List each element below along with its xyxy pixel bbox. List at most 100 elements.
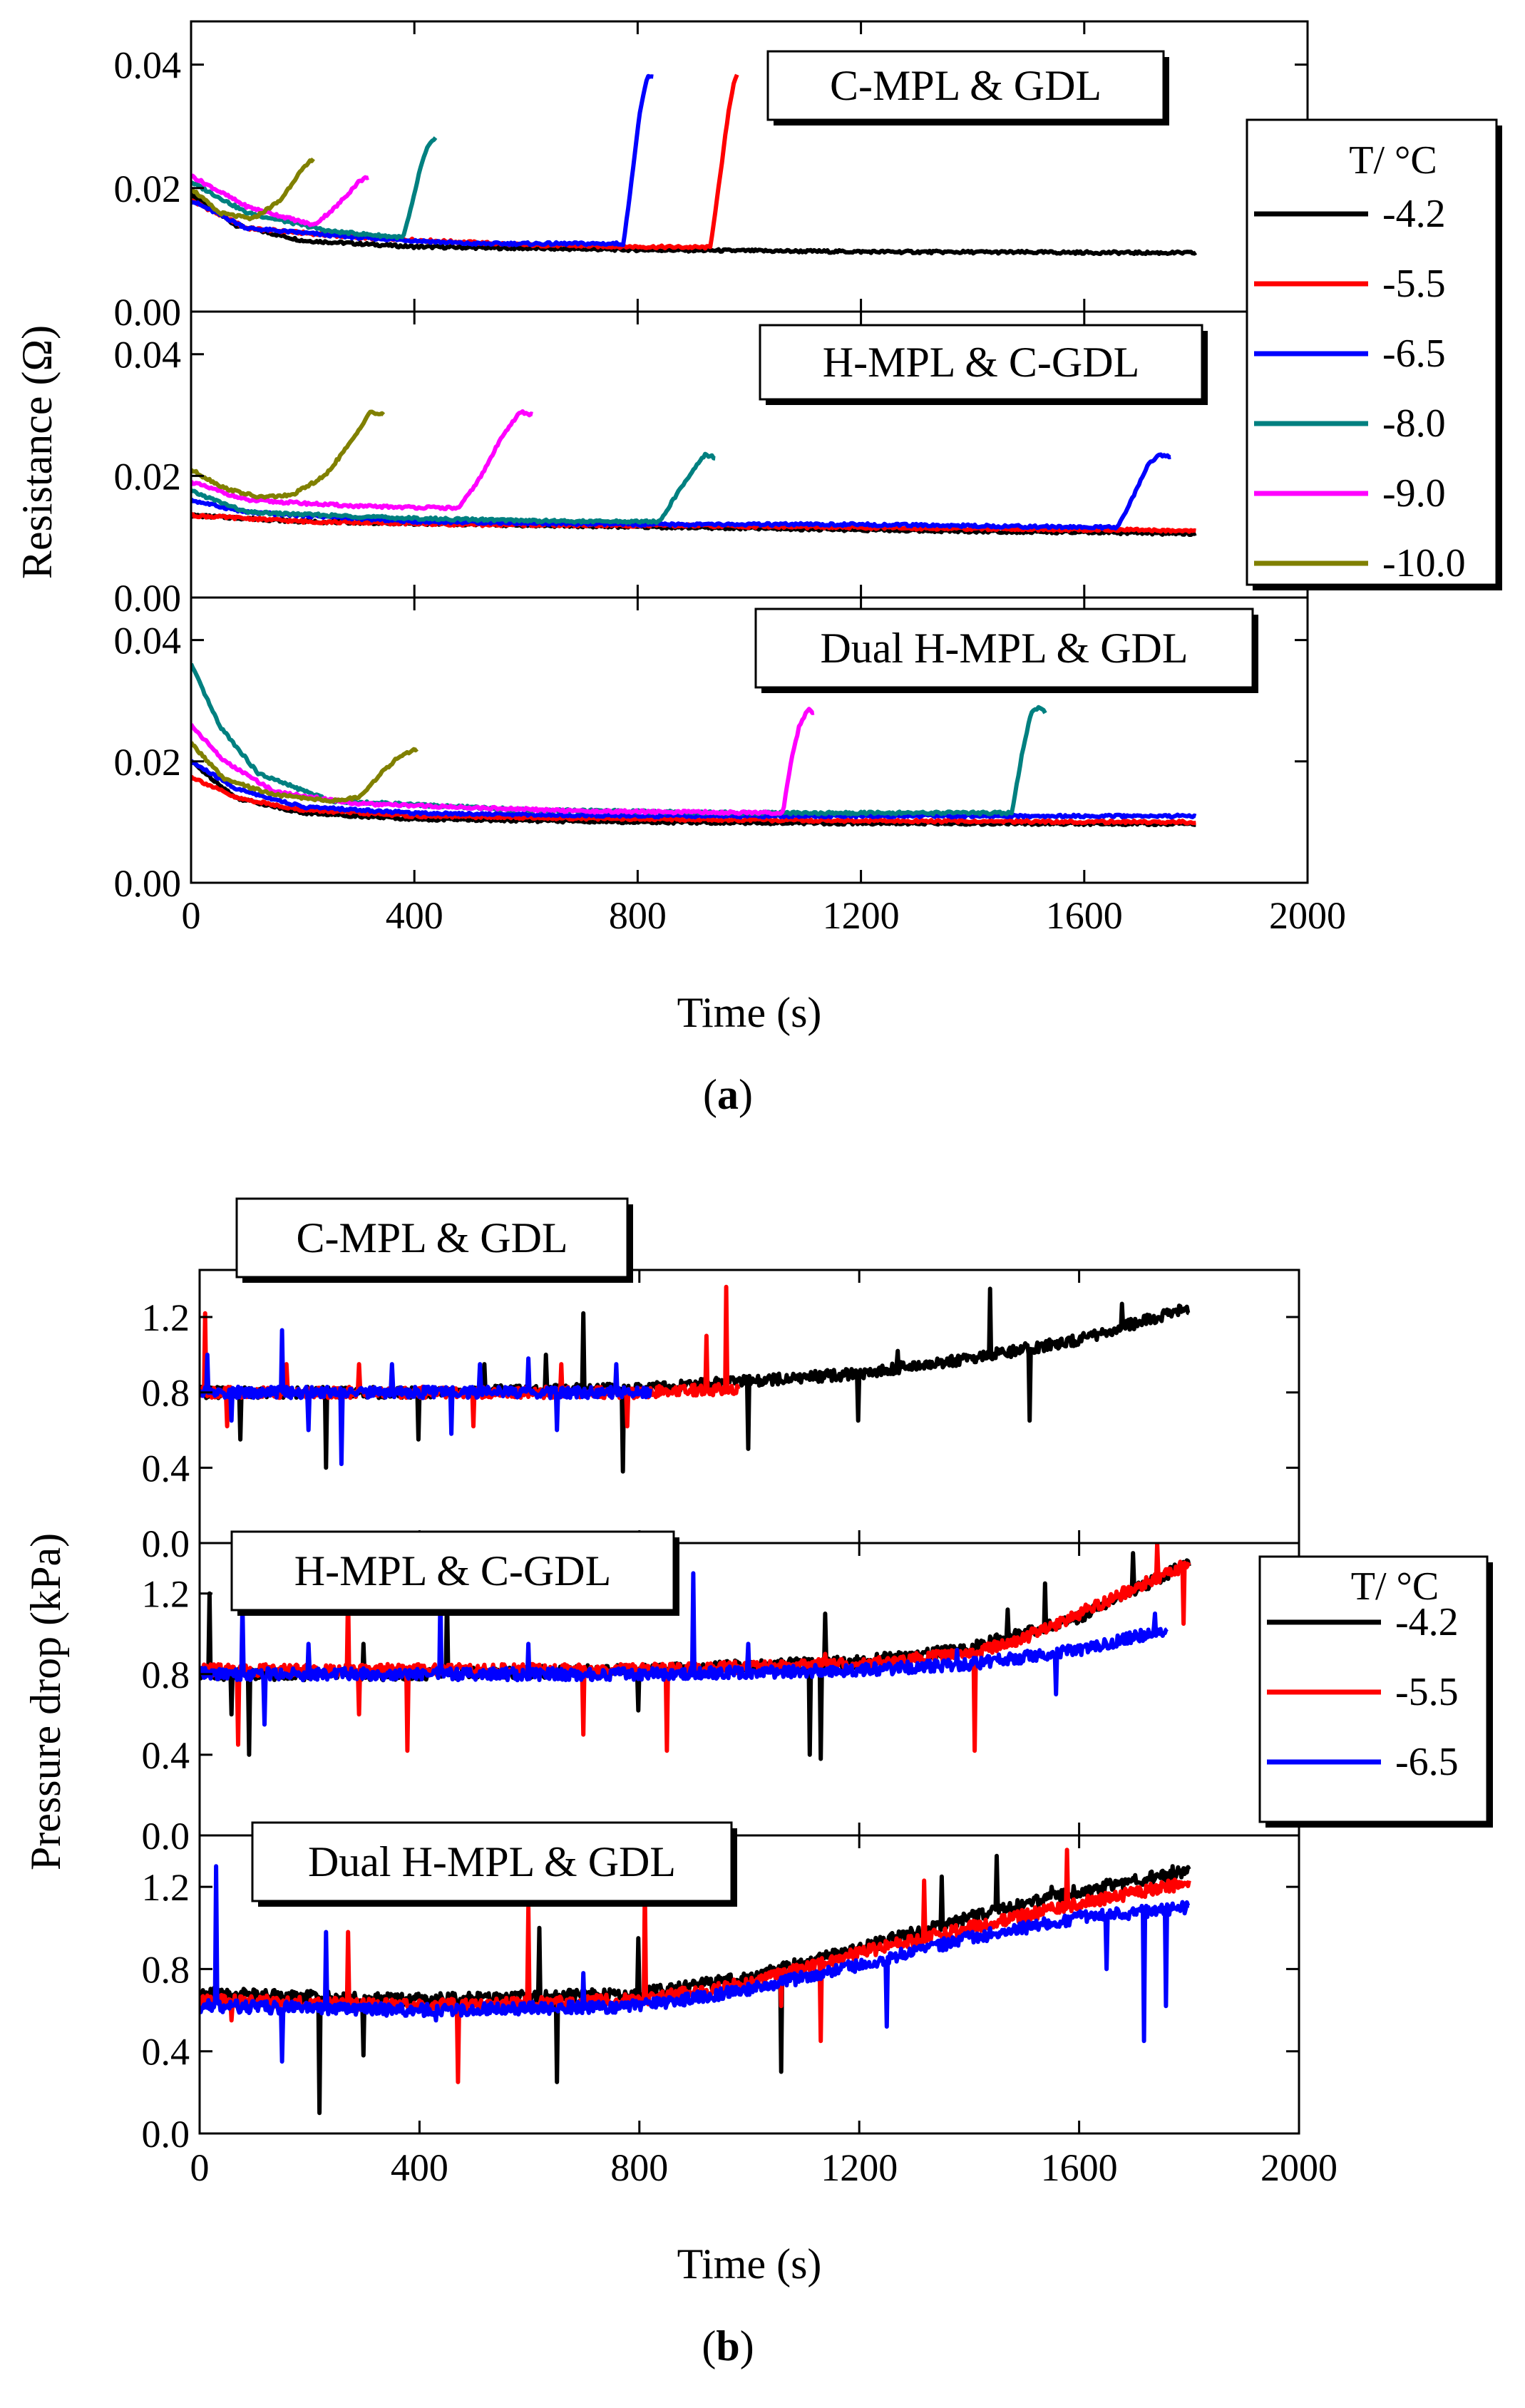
series-line--8.0 (191, 451, 716, 526)
series-group (200, 1848, 1191, 2116)
x-tick-label: 400 (386, 894, 443, 937)
y-tick-label: 0.00 (114, 577, 182, 620)
legend-label: -8.0 (1382, 401, 1446, 446)
legend-label: -5.5 (1382, 262, 1446, 306)
x-tick-label: 1200 (823, 894, 900, 937)
chart-b-pressure-drop: 0.0 0.4 0.8 1.2 C-MPL & GDL 0.0 0.4 0.8 1.2 H-MPL… (22, 1197, 1493, 2369)
y-tick-label: 0.04 (114, 44, 182, 87)
series-line--6.5 (191, 759, 1197, 820)
panel-2: 0.00 0.02 0.04 H-MPL & C-GDL (114, 310, 1309, 620)
panel-title-box (759, 324, 1203, 401)
panel-frame (198, 1834, 1300, 2135)
panel-1: 0.00 0.02 0.04 C-MPL & GDL (114, 20, 1309, 334)
y-tick-label: 0.00 (114, 291, 182, 334)
y-axis-label: Resistance (Ω) (14, 325, 61, 579)
y-tick-label: 0.02 (114, 455, 182, 498)
panel-title: C-MPL & GDL (296, 1214, 568, 1261)
legend-title: T/ °C (1351, 1564, 1439, 1609)
legend-label: -5.5 (1395, 1670, 1459, 1714)
series-line--6.5 (191, 73, 654, 247)
series-line--10.0 (191, 741, 419, 804)
y-tick-label: 0.8 (142, 1372, 190, 1415)
x-axis-label: Time (s) (677, 2240, 822, 2287)
x-tick-label: 800 (609, 894, 667, 937)
x-axis-label: Time (s) (677, 989, 822, 1036)
series-group (200, 1543, 1191, 1761)
y-axis-label: Pressure drop (kPa) (22, 1533, 69, 1870)
caption-letter: b (716, 2322, 739, 2369)
series-line--9.0 (191, 409, 533, 511)
y-tick-label: 0.04 (114, 620, 182, 662)
y-tick-label: 0.4 (142, 1734, 190, 1777)
panel-title-box (230, 1530, 675, 1612)
legend: T/ °C-4.2 -5.5 -6.5 (1258, 1555, 1493, 1828)
y-tick-label: 0.00 (114, 862, 182, 905)
x-tick-label: 0 (182, 894, 201, 937)
series-line--10.0 (191, 157, 315, 222)
legend: T/ °C -4.2 -5.5 -6.5 -8.0 -9.0 -10.0 (1246, 118, 1502, 590)
y-tick-label: 0.04 (114, 334, 182, 376)
y-tick-label: 0.0 (142, 2113, 190, 2156)
series-line--8.0 (191, 136, 438, 241)
panel-title-box (251, 1821, 733, 1902)
x-tick-label: 400 (391, 2146, 448, 2189)
panel-frame (190, 596, 1309, 884)
legend-label: -4.2 (1382, 192, 1446, 236)
y-tick-label: 0.8 (142, 1948, 190, 1991)
legend-title: T/ °C (1349, 138, 1437, 183)
legend-label: -6.5 (1382, 332, 1446, 376)
series-group (200, 1284, 1191, 1474)
caption-close: ) (739, 1071, 753, 1118)
legend-box (1258, 1555, 1489, 1823)
panel-3: 0.0 0.4 0.8 1.2 Dual H-MPL & GDL (142, 1821, 1300, 2156)
series-line--4.2 (200, 1853, 1191, 2116)
x-tick-label: 0 (190, 2146, 210, 2189)
y-tick-label: 0.0 (142, 1815, 190, 1858)
caption-close: ) (740, 2322, 754, 2369)
panel-title-box (754, 608, 1254, 689)
caption-letter: a (717, 1071, 739, 1118)
x-tick-label: 1600 (1041, 2146, 1118, 2189)
series-line--6.5 (200, 1864, 1191, 2064)
caption-open: ( (702, 2322, 716, 2369)
chart-a-resistance: 0.00 0.02 0.04 C-MPL & GDL 0.00 0.02 0.04 H-MPL… (14, 20, 1502, 1118)
y-tick-label: 0.4 (142, 2031, 190, 2074)
y-tick-label: 0.02 (114, 741, 182, 784)
legend-label: -9.0 (1382, 471, 1446, 516)
series-line--10.0 (191, 409, 386, 500)
caption-open: ( (703, 1071, 717, 1118)
panel-title-box (235, 1197, 629, 1279)
x-tick-label: 800 (610, 2146, 668, 2189)
legend-label: -6.5 (1395, 1740, 1459, 1784)
figure-caption: (a) (703, 1071, 753, 1118)
x-tick-label: 1200 (821, 2146, 898, 2189)
series-group (191, 73, 1198, 257)
panel-title: Dual H-MPL & GDL (820, 625, 1188, 672)
panel-title: H-MPL & C-GDL (294, 1547, 611, 1594)
y-tick-label: 0.02 (114, 168, 182, 210)
panel-title: Dual H-MPL & GDL (308, 1838, 676, 1885)
series-line--6.5 (200, 1328, 653, 1467)
x-tick-label: 1600 (1046, 894, 1123, 937)
legend-label: -10.0 (1382, 541, 1466, 585)
y-tick-label: 0.4 (142, 1447, 190, 1490)
figure-caption: (b) (702, 2322, 754, 2369)
x-tick-label: 2000 (1269, 894, 1346, 937)
y-tick-label: 1.2 (142, 1573, 190, 1616)
panel-3: 0.00 0.02 0.04 Dual H-MPL & GDL (114, 596, 1309, 905)
x-tick-label: 2000 (1260, 2146, 1337, 2189)
panel-title: H-MPL & C-GDL (823, 339, 1139, 386)
series-line--6.5 (200, 1571, 1169, 1727)
legend-label: -4.2 (1395, 1600, 1459, 1644)
series-group (191, 662, 1197, 828)
series-line--4.2 (191, 192, 1198, 257)
panel-2: 0.0 0.4 0.8 1.2 H-MPL & C-GDL (142, 1530, 1300, 1858)
series-group (191, 409, 1197, 537)
series-line--9.0 (191, 173, 369, 227)
panel-title: C-MPL & GDL (830, 62, 1102, 109)
panel-title-box (766, 50, 1165, 121)
panel-1: 0.0 0.4 0.8 1.2 C-MPL & GDL (142, 1197, 1300, 1565)
y-tick-label: 1.2 (142, 1296, 190, 1339)
y-tick-label: 0.0 (142, 1522, 190, 1565)
